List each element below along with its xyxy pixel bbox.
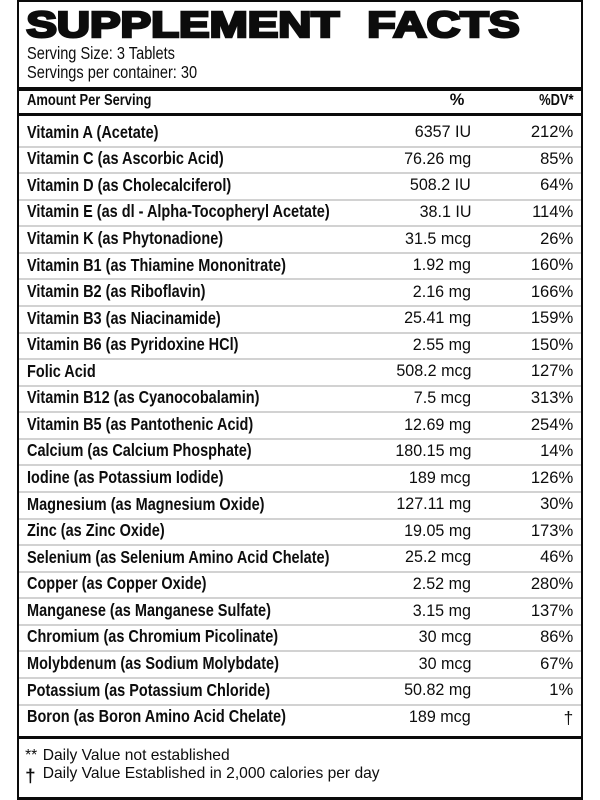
svg-text:SUPPLEMENT: SUPPLEMENT [26, 4, 339, 45]
svg-text:FACTS: FACTS [367, 4, 519, 45]
